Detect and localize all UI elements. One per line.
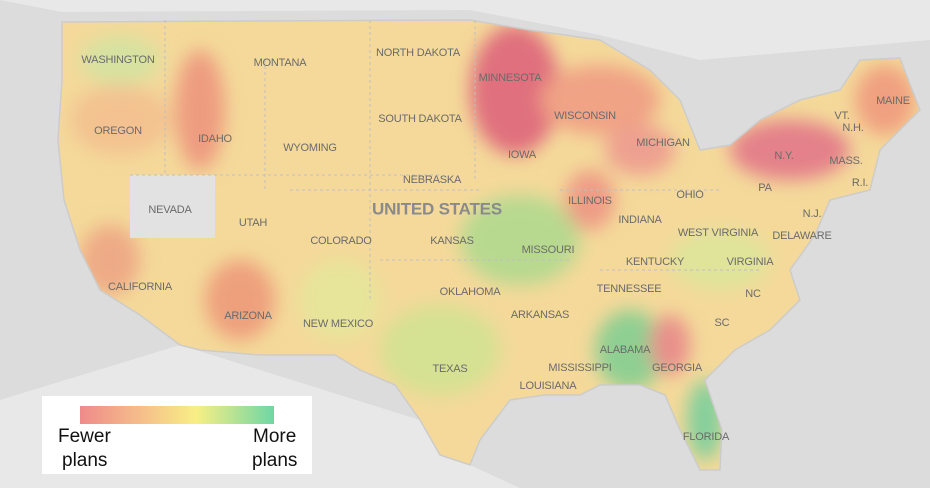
state-labels: UNITED STATES WASHINGTON MONTANA NORTH DAK… [81, 47, 910, 443]
nevada-nodata [130, 175, 215, 238]
state-label: MISSOURI [522, 244, 575, 256]
legend-low: plans [62, 450, 107, 471]
state-label: NC [745, 288, 761, 300]
state-label: SOUTH DAKOTA [378, 113, 462, 125]
state-label: MONTANA [254, 57, 308, 69]
state-label: WYOMING [283, 142, 337, 154]
country-label: UNITED STATES [372, 199, 502, 218]
state-label: PA [758, 182, 772, 194]
state-label: MINNESOTA [479, 72, 543, 84]
state-label: WEST VIRGINIA [678, 227, 759, 239]
state-label: GEORGIA [652, 362, 703, 374]
state-label: KENTUCKY [626, 256, 685, 268]
state-label: ILLINOIS [568, 195, 612, 207]
state-label: FLORIDA [683, 431, 730, 443]
state-label: ARKANSAS [511, 309, 569, 321]
state-label: UTAH [239, 217, 268, 229]
state-label: OHIO [676, 189, 704, 201]
state-label: MICHIGAN [636, 137, 690, 149]
state-label: IDAHO [198, 133, 232, 145]
state-label: IOWA [508, 149, 537, 161]
state-label: SC [715, 317, 730, 329]
state-label: ALABAMA [600, 344, 651, 356]
state-label: N.J. [803, 208, 822, 220]
state-label: NORTH DAKOTA [376, 47, 461, 59]
state-label: DELAWARE [772, 230, 831, 242]
state-label: KANSAS [430, 235, 473, 247]
state-label: LOUISIANA [520, 380, 578, 392]
state-label: MASS. [829, 155, 862, 167]
state-label: MAINE [876, 95, 910, 107]
legend-high: More [253, 426, 296, 447]
state-label: OREGON [94, 125, 142, 137]
state-label: VT. [834, 110, 849, 122]
state-label: NEBRASKA [403, 174, 462, 186]
state-label: VIRGINIA [727, 256, 775, 268]
state-label: WISCONSIN [554, 110, 616, 122]
legend-high: plans [252, 450, 297, 471]
state-label: WASHINGTON [81, 54, 154, 66]
state-label: TENNESSEE [597, 283, 662, 295]
state-label: R.I. [852, 177, 868, 189]
state-label: INDIANA [618, 214, 662, 226]
state-label: NEW MEXICO [303, 318, 374, 330]
state-label: NEVADA [148, 204, 192, 216]
state-label: TEXAS [432, 363, 467, 375]
state-label: N.H. [842, 122, 863, 134]
regions [70, 25, 915, 460]
state-label: MISSISSIPPI [548, 362, 611, 374]
legend-low: Fewer [58, 426, 111, 447]
state-label: N.Y. [774, 150, 793, 162]
state-label: CALIFORNIA [108, 281, 173, 293]
legend-gradient [80, 406, 274, 424]
state-label: OKLAHOMA [440, 286, 502, 298]
state-label: COLORADO [310, 235, 372, 247]
canada [0, 0, 930, 60]
state-label: ARIZONA [224, 310, 272, 322]
state-borders [130, 20, 760, 300]
